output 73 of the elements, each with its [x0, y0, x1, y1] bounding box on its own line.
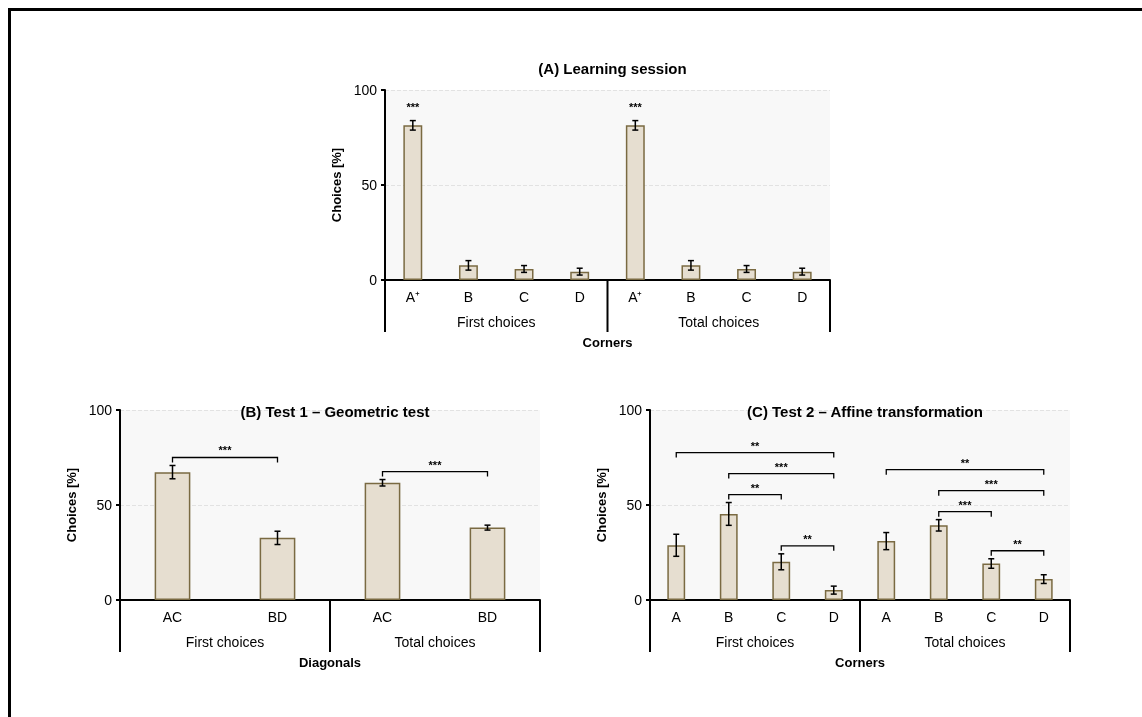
- x-tick-label: C: [986, 609, 997, 625]
- y-tick-label: 100: [88, 402, 113, 418]
- annotation: **: [1013, 537, 1023, 550]
- y-tick-label: 50: [361, 177, 378, 193]
- x-tick-label: C: [741, 289, 752, 305]
- y-tick-label: 50: [626, 497, 643, 513]
- annotation: ***: [428, 458, 443, 471]
- y-axis-title: Choices [%]: [63, 467, 79, 543]
- x-tick-label: AC: [372, 609, 393, 625]
- x-tick-label: B: [934, 609, 944, 625]
- annotation: ***: [406, 100, 420, 113]
- bar: [514, 268, 534, 280]
- annotation: ***: [774, 460, 789, 473]
- x-tick-label: A⁺: [628, 289, 643, 305]
- text: Total choices: [394, 634, 476, 650]
- chart-title: (C) Test 2 – Affine transformation: [747, 403, 983, 420]
- x-tick-label: D: [797, 289, 808, 305]
- x-tick-label: AC: [162, 609, 183, 625]
- bar: [1034, 579, 1053, 600]
- x-tick-label: D: [1038, 609, 1049, 625]
- bar: [154, 472, 191, 600]
- bar: [877, 541, 896, 600]
- bar: [403, 125, 423, 280]
- text: Total choices: [924, 634, 1006, 650]
- text: First choices: [715, 634, 795, 650]
- bar: [719, 513, 738, 600]
- text: Total choices: [678, 314, 760, 330]
- x-axis-title: Diagonals: [298, 654, 362, 670]
- y-axis-title: Choices [%]: [328, 147, 344, 223]
- bar: [737, 268, 757, 280]
- text: First choices: [456, 314, 536, 330]
- x-tick-label: B: [686, 289, 696, 305]
- annotation: ***: [958, 498, 973, 511]
- x-tick-label: A⁺: [405, 289, 420, 305]
- bar: [929, 525, 948, 600]
- y-tick-label: 0: [369, 272, 378, 288]
- x-tick-label: A: [881, 609, 892, 625]
- y-tick-label: 100: [353, 82, 378, 98]
- y-tick-label: 50: [96, 497, 113, 513]
- annotation: **: [803, 532, 813, 545]
- x-tick-label: D: [828, 609, 839, 625]
- x-tick-label: BD: [267, 609, 288, 625]
- x-tick-label: C: [776, 609, 787, 625]
- x-tick-label: D: [574, 289, 585, 305]
- annotation: ***: [628, 100, 643, 113]
- x-tick-label: A: [671, 609, 682, 625]
- bar: [259, 537, 296, 600]
- x-tick-label: B: [724, 609, 734, 625]
- y-axis-title: Choices [%]: [593, 467, 609, 543]
- y-tick-label: 100: [618, 402, 643, 418]
- chart-title: (B) Test 1 – Geometric test: [240, 403, 430, 420]
- x-tick-label: BD: [477, 609, 498, 625]
- x-tick-label: C: [519, 289, 530, 305]
- bar: [667, 545, 686, 600]
- bar: [364, 482, 401, 600]
- annotation: **: [750, 481, 760, 494]
- text: First choices: [185, 634, 265, 650]
- bar: [681, 265, 701, 280]
- bar: [469, 527, 506, 600]
- x-axis-title: Corners: [835, 654, 885, 670]
- x-tick-label: B: [463, 289, 474, 305]
- annotation: **: [750, 439, 760, 452]
- annotation: ***: [984, 477, 999, 490]
- bar: [772, 561, 791, 600]
- annotation: **: [960, 456, 970, 469]
- y-tick-label: 0: [104, 592, 113, 608]
- x-axis-title: Corners: [582, 334, 633, 350]
- annotation: ***: [218, 444, 233, 457]
- y-tick-label: 0: [634, 592, 643, 608]
- bar: [458, 265, 478, 280]
- chart-title: (A) Learning session: [538, 60, 687, 77]
- bar: [625, 125, 645, 280]
- bar: [982, 563, 1001, 600]
